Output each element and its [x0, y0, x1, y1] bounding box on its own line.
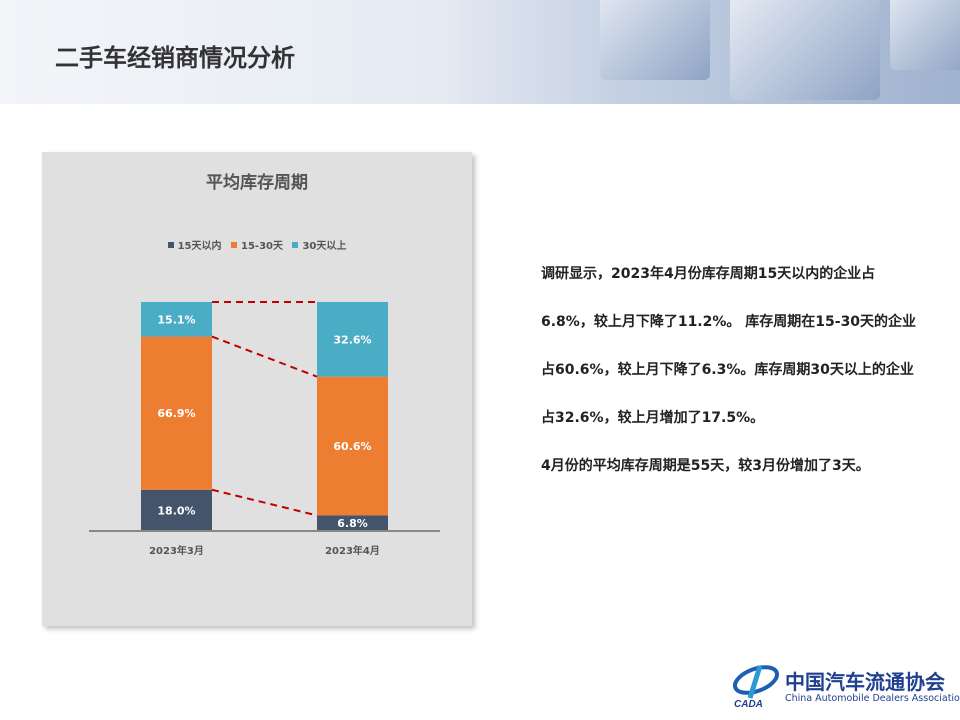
paragraph: 4月份的平均库存周期是55天，较3月份增加了3天。 [541, 458, 870, 474]
chart-title: 平均库存周期 [206, 173, 308, 193]
logo-en: China Automobile Dealers Association [785, 693, 960, 704]
bar-segment [141, 336, 212, 490]
legend-swatch [292, 241, 299, 248]
data-label: 66.9% [157, 407, 195, 420]
bar-segment [317, 302, 388, 377]
page-title: 二手车经销商情况分析 [55, 44, 295, 72]
connector-line [211, 488, 318, 517]
analysis-text: 调研显示，2023年4月份库存周期15天以内的企业占6.8%，较上月下降了11.… [541, 250, 921, 490]
x-tick-label: 2023年3月 [149, 544, 204, 557]
data-label: 60.6% [333, 440, 371, 453]
data-label: 32.6% [333, 333, 371, 346]
data-label: 6.8% [337, 517, 368, 530]
legend-label: 15天以内 [177, 241, 222, 252]
legend-label: 30天以上 [302, 241, 347, 252]
cada-emblem-icon: CADA [732, 665, 780, 710]
legend-swatch [167, 241, 174, 248]
paragraph: 调研显示，2023年4月份库存周期15天以内的企业占6.8%，较上月下降了11.… [541, 266, 917, 426]
header-banner: 二手车经销商情况分析 [0, 0, 960, 104]
stacked-bar-chart: 18.0% 66.9% 15.1% 2023年3月 6.8% 60.6% 32.6% 2023… [89, 301, 440, 557]
connector-line [211, 335, 318, 378]
logo-cn: 中国汽车流通协会 [785, 670, 945, 694]
bar-segment [141, 489, 212, 531]
bar-segment [317, 515, 388, 531]
decorative-cube [730, 0, 880, 100]
bar-segment [141, 302, 212, 337]
cada-logo: CADA 中国汽车流通协会 China Automobile Dealers A… [730, 660, 960, 710]
legend: 15天以内 15-30天 30天以上 [42, 237, 472, 252]
legend-item: 15天以内 [167, 237, 222, 252]
legend-swatch [231, 241, 237, 248]
legend-item: 30天以上 [292, 237, 346, 252]
svg-text:CADA: CADA [734, 699, 763, 710]
decorative-cube [600, 0, 710, 80]
chart-panel: 平均库存周期 15天以内 15-30天 30天以上 18.0% 66.9% 15.1… [42, 152, 472, 626]
x-tick-label: 2023年4月 [325, 544, 380, 557]
decorative-cube [890, 0, 960, 70]
legend-label: 15-30天 [241, 241, 283, 252]
data-label: 15.1% [157, 313, 195, 326]
bar-segment [317, 376, 388, 516]
legend-item: 15-30天 [231, 237, 283, 252]
data-label: 18.0% [157, 504, 195, 517]
